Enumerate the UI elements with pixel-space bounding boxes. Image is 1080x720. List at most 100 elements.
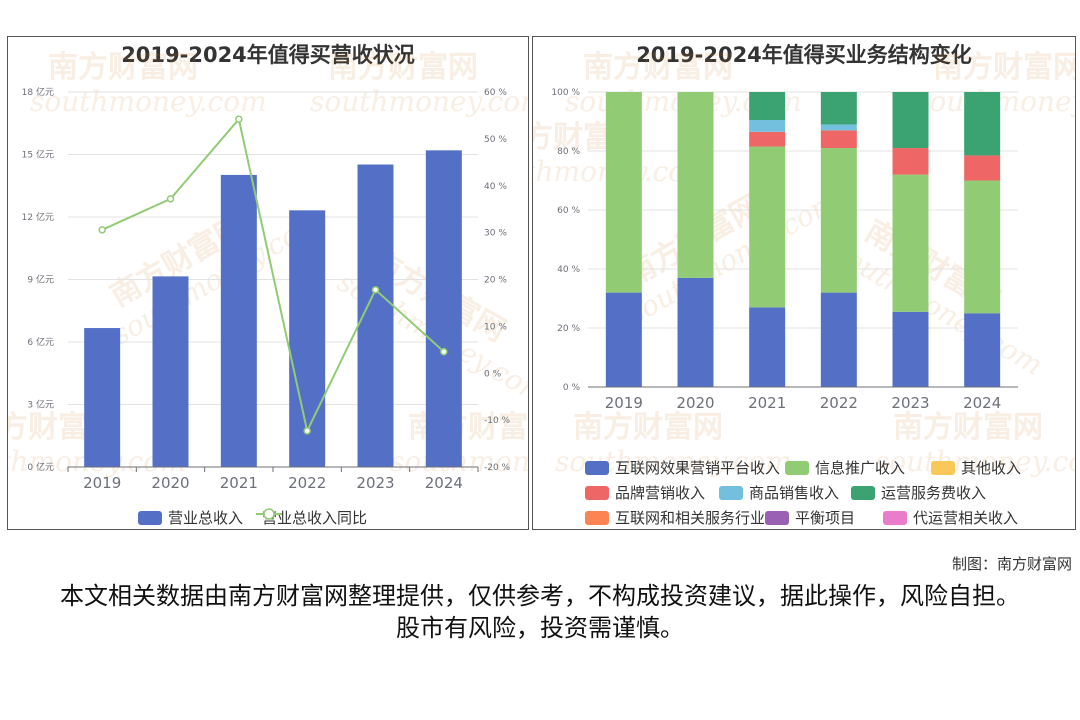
stack-segment (749, 146, 786, 308)
legend-item[interactable]: 运营服务费收入 (851, 482, 986, 503)
stack-segment (892, 148, 929, 175)
legend-label: 营业总收入同比 (262, 509, 368, 527)
legend-swatch (585, 485, 609, 500)
stack-segment (964, 180, 1001, 314)
y-tick-label: 9 亿元 (27, 274, 54, 286)
yoy-point (235, 115, 243, 123)
legend-item[interactable]: 代运营相关收入 (883, 507, 1018, 528)
x-tick-label: 2022 (820, 394, 858, 412)
legend-item[interactable]: 互联网效果营销平台收入 (585, 457, 780, 478)
legend-swatch (585, 510, 609, 525)
y-tick-label: 15 亿元 (22, 149, 54, 161)
y-tick-label: 18 亿元 (22, 86, 54, 98)
legend-item[interactable]: 品牌营销收入 (585, 482, 705, 503)
legend-swatch (851, 485, 875, 500)
stack-segment (820, 148, 857, 293)
revenue-bar (84, 328, 121, 467)
x-tick-label: 2022 (288, 474, 326, 492)
chart-credit: 制图：南方财富网 (951, 555, 1072, 573)
legend-label: 互联网和相关服务行业 (615, 509, 766, 527)
stack-segment (964, 313, 1001, 387)
y-tick-label: 0 亿元 (27, 461, 54, 473)
y2-tick-label: 40 % (484, 182, 507, 192)
legend-item[interactable]: 信息推广收入 (785, 457, 905, 478)
watermark-brand: 南方财富网 (48, 50, 198, 85)
y2-tick-label: -20 % (484, 463, 511, 473)
legend-swatch (883, 510, 907, 525)
legend-label: 互联网效果营销平台收入 (615, 459, 781, 477)
watermark-brand: 南方财富网 (583, 50, 733, 85)
x-tick-label: 2021 (220, 474, 258, 492)
watermark-brand: 南方财富网 (573, 410, 723, 445)
y-tick-label: 60 % (557, 206, 580, 216)
legend-swatch (585, 460, 609, 475)
y2-tick-label: -10 % (484, 416, 511, 426)
business-structure-chart-svg: 南方财富网southmoney.com南方财富网southmoney.com南方… (533, 50, 1076, 478)
stack-segment (677, 92, 714, 278)
x-tick-label: 2024 (963, 394, 1001, 412)
y2-tick-label: 20 % (484, 276, 507, 286)
legend-swatch (765, 510, 789, 525)
revenue-chart-panel: 2019-2024年值得买营收状况 南方财富网 southmoney.com 南方财… (7, 36, 529, 530)
disclaimer-text: 本文相关数据由南方财富网整理提供，仅供参考，不构成投资建议，据此操作，风险自担。… (60, 582, 1020, 642)
x-tick-label: 2021 (748, 394, 786, 412)
legend-item[interactable]: 平衡项目 (765, 507, 855, 528)
y2-tick-label: 10 % (484, 322, 507, 332)
x-tick-label: 2020 (676, 394, 714, 412)
watermark-brand: 南方财富网 (893, 410, 1043, 445)
legend-item[interactable]: 其他收入 (931, 457, 1021, 478)
y2-tick-label: 60 % (484, 88, 507, 98)
stack-segment (892, 174, 929, 312)
y-tick-label: 12 亿元 (22, 211, 54, 223)
yoy-point (371, 286, 380, 294)
stack-segment (605, 292, 642, 387)
legend-swatch (931, 460, 955, 475)
legend-swatch (719, 485, 743, 500)
legend-label: 商品销售收入 (749, 484, 840, 502)
stack-segment (964, 92, 1001, 156)
x-tick-label: 2024 (425, 474, 463, 492)
legend-item[interactable]: 营业总收入同比 (256, 507, 367, 528)
yoy-line (101, 117, 445, 434)
revenue-bar (220, 174, 257, 467)
legend-label: 信息推广收入 (815, 459, 906, 477)
y2-tick-label: 0 % (484, 369, 502, 379)
yoy-point (303, 427, 311, 435)
business-structure-chart-panel: 2019-2024年值得买业务结构变化 南方财富网southmoney.com南… (532, 36, 1076, 530)
stack-segment (892, 311, 929, 387)
chart-title: 2019-2024年值得买业务结构变化 (636, 43, 972, 67)
legend-label: 代运营相关收入 (913, 509, 1019, 527)
stack-segment (820, 92, 857, 125)
y2-tick-label: 50 % (484, 135, 507, 145)
legend-item[interactable]: 营业总收入 (138, 507, 243, 528)
x-tick-label: 2020 (151, 474, 189, 492)
watermark-url: southmoney.com (310, 85, 529, 118)
x-tick-label: 2019 (83, 474, 121, 492)
stack-segment (677, 277, 714, 387)
legend-label: 品牌营销收入 (615, 484, 706, 502)
legend-item[interactable]: 互联网和相关服务行业 (585, 507, 765, 528)
stack-segment (605, 92, 642, 293)
stack-segment (749, 307, 786, 387)
legend-label: 营业总收入 (168, 509, 244, 527)
x-tick-label: 2023 (356, 474, 394, 492)
x-tick-label: 2023 (891, 394, 929, 412)
watermark-brand: 南方财富网 (328, 50, 478, 85)
yoy-point (166, 195, 175, 203)
y-tick-label: 0 % (563, 383, 581, 393)
revenue-bar (152, 276, 189, 467)
revenue-bar (425, 150, 462, 467)
y-tick-label: 100 % (551, 88, 580, 98)
legend-swatch (138, 510, 162, 525)
legend-item[interactable]: 商品销售收入 (719, 482, 839, 503)
y-tick-label: 80 % (557, 147, 580, 157)
legend-label: 其他收入 (961, 459, 1022, 477)
watermark-brand: 南方财富网 (933, 50, 1076, 85)
watermark-url: southmoney.com (875, 445, 1076, 478)
stack-segment (820, 130, 857, 149)
stack-segment (749, 120, 786, 132)
revenue-bar (289, 210, 326, 468)
y-tick-label: 40 % (557, 265, 580, 275)
